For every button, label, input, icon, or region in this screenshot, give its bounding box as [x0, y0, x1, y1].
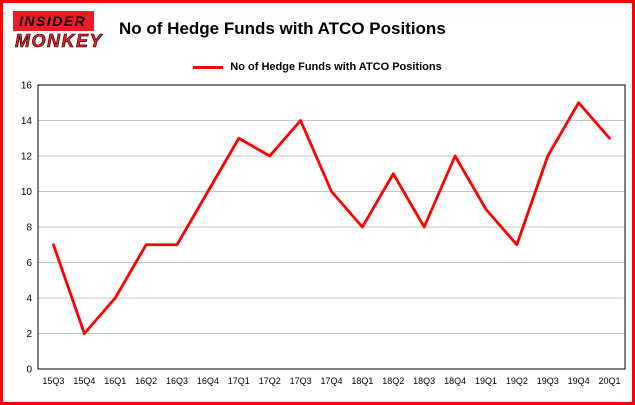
x-axis-tick-label: 20Q1 — [599, 376, 621, 386]
y-axis-tick-label: 4 — [26, 294, 32, 305]
logo-insider-text: INSIDER — [13, 11, 95, 32]
x-axis-tick-label: 17Q3 — [290, 376, 312, 386]
y-axis-tick-label: 2 — [26, 329, 32, 340]
y-axis-tick-label: 16 — [21, 81, 33, 92]
legend-label: No of Hedge Funds with ATCO Positions — [230, 61, 442, 74]
line-chart-svg: 0 2 4 6 8 10 12 14 16 15Q3 15Q4 16Q1 16Q2 16Q3 16Q4 17Q… — [21, 81, 626, 386]
x-axis-tick-label: 16Q2 — [135, 376, 157, 386]
plot-border — [37, 84, 626, 370]
x-axis-tick-label: 18Q1 — [351, 376, 373, 386]
x-axis-tick-label: 16Q4 — [197, 376, 219, 386]
x-axis-tick-label: 15Q4 — [73, 376, 95, 386]
x-axis-tick-label: 19Q3 — [537, 376, 559, 386]
x-axis-tick-label: 16Q1 — [104, 376, 126, 386]
x-axis-tick-label: 17Q1 — [228, 376, 250, 386]
insider-monkey-logo: INSIDER MONKEY — [13, 11, 103, 52]
header: INSIDER MONKEY No of Hedge Funds with AT… — [3, 3, 632, 52]
y-axis-tick-label: 0 — [26, 365, 32, 376]
x-axis-tick-label: 15Q3 — [42, 376, 64, 386]
legend: No of Hedge Funds with ATCO Positions — [3, 61, 632, 73]
legend-line-swatch — [193, 65, 224, 69]
x-axis-tick-label: 16Q3 — [166, 376, 188, 386]
y-axis-tick-label: 14 — [21, 116, 33, 127]
logo-monkey-text: MONKEY — [15, 31, 104, 52]
x-axis-tick-label: 18Q3 — [413, 376, 435, 386]
y-axis-tick-label: 8 — [26, 223, 32, 234]
y-axis-tick-label: 12 — [21, 152, 33, 163]
chart-title: No of Hedge Funds with ATCO Positions — [119, 19, 446, 38]
x-axis-tick-label: 19Q1 — [475, 376, 497, 386]
series-line — [52, 101, 611, 336]
y-axis-tick-label: 6 — [26, 258, 32, 269]
x-axis-tick-label: 17Q2 — [259, 376, 281, 386]
x-axis-tick-label: 18Q4 — [444, 376, 466, 386]
x-axis-tick-label: 19Q4 — [568, 376, 590, 386]
x-axis-tick-label: 18Q2 — [382, 376, 404, 386]
x-axis-tick-label: 19Q2 — [506, 376, 528, 386]
y-axis-tick-label: 10 — [21, 187, 33, 198]
x-axis-tick-label: 17Q4 — [320, 376, 342, 386]
chart-area: 0 2 4 6 8 10 12 14 16 15Q3 15Q4 16Q1 16Q2 16Q3 16Q4 17Q… — [6, 78, 629, 396]
